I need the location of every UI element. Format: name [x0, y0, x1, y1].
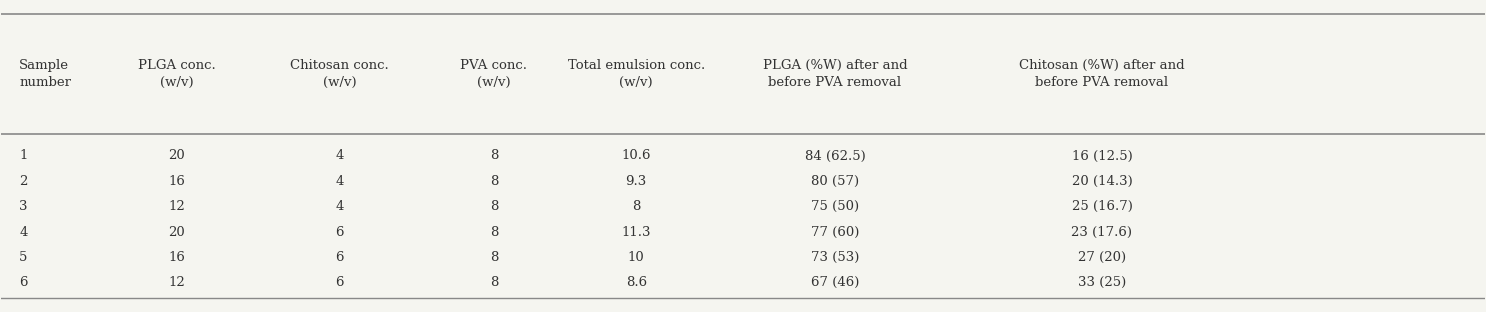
Text: 16: 16	[168, 175, 184, 188]
Text: 77 (60): 77 (60)	[811, 226, 859, 239]
Text: 8: 8	[489, 200, 498, 213]
Text: 8: 8	[489, 149, 498, 163]
Text: 3: 3	[19, 200, 28, 213]
Text: 27 (20): 27 (20)	[1077, 251, 1126, 264]
Text: 11.3: 11.3	[621, 226, 651, 239]
Text: 16: 16	[168, 251, 184, 264]
Text: 1: 1	[19, 149, 28, 163]
Text: 10.6: 10.6	[621, 149, 651, 163]
Text: 4: 4	[19, 226, 28, 239]
Text: 33 (25): 33 (25)	[1077, 276, 1126, 289]
Text: Total emulsion conc.
(w/v): Total emulsion conc. (w/v)	[568, 59, 704, 89]
Text: 8: 8	[489, 276, 498, 289]
Text: 16 (12.5): 16 (12.5)	[1071, 149, 1132, 163]
Text: 20 (14.3): 20 (14.3)	[1071, 175, 1132, 188]
Text: PLGA conc.
(w/v): PLGA conc. (w/v)	[138, 59, 215, 89]
Text: 75 (50): 75 (50)	[811, 200, 859, 213]
Text: 80 (57): 80 (57)	[811, 175, 859, 188]
Text: PLGA (%W) after and
before PVA removal: PLGA (%W) after and before PVA removal	[762, 59, 908, 89]
Text: 6: 6	[19, 276, 28, 289]
Text: 12: 12	[168, 276, 184, 289]
Text: 8: 8	[489, 251, 498, 264]
Text: 9.3: 9.3	[626, 175, 646, 188]
Text: 23 (17.6): 23 (17.6)	[1071, 226, 1132, 239]
Text: 5: 5	[19, 251, 28, 264]
Text: PVA conc.
(w/v): PVA conc. (w/v)	[461, 59, 528, 89]
Text: 2: 2	[19, 175, 28, 188]
Text: 67 (46): 67 (46)	[811, 276, 859, 289]
Text: 10: 10	[627, 251, 645, 264]
Text: 4: 4	[336, 200, 343, 213]
Text: 6: 6	[336, 276, 343, 289]
Text: 6: 6	[336, 226, 343, 239]
Text: 4: 4	[336, 149, 343, 163]
Text: 8: 8	[489, 226, 498, 239]
Text: Chitosan (%W) after and
before PVA removal: Chitosan (%W) after and before PVA remov…	[1019, 59, 1184, 89]
Text: 8: 8	[632, 200, 640, 213]
Text: 84 (62.5): 84 (62.5)	[804, 149, 865, 163]
Text: 6: 6	[336, 251, 343, 264]
Text: 25 (16.7): 25 (16.7)	[1071, 200, 1132, 213]
Text: 4: 4	[336, 175, 343, 188]
Text: 73 (53): 73 (53)	[811, 251, 859, 264]
Text: Chitosan conc.
(w/v): Chitosan conc. (w/v)	[290, 59, 389, 89]
Text: 20: 20	[168, 226, 184, 239]
Text: 20: 20	[168, 149, 184, 163]
Text: Sample
number: Sample number	[19, 59, 71, 89]
Text: 8.6: 8.6	[626, 276, 646, 289]
Text: 8: 8	[489, 175, 498, 188]
Text: 12: 12	[168, 200, 184, 213]
